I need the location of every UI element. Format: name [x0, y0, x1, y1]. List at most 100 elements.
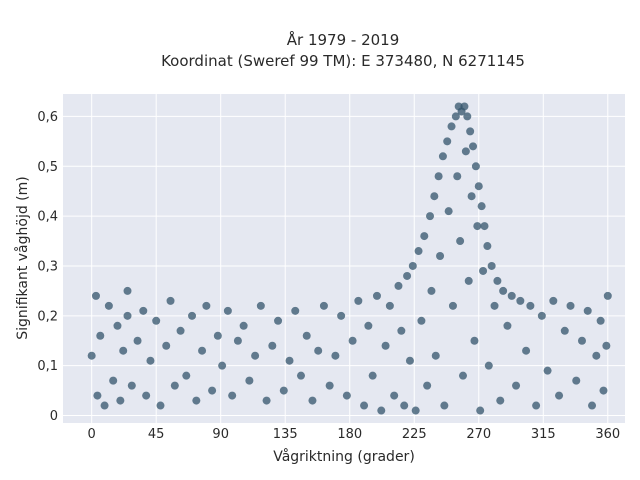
data-point [426, 212, 435, 221]
grid-lines [63, 94, 625, 423]
data-point [166, 296, 175, 305]
data-point [566, 301, 575, 310]
data-point [96, 331, 105, 340]
x-tick-label: 45 [148, 427, 165, 442]
x-tick-label: 270 [466, 427, 491, 442]
data-point [390, 391, 399, 400]
data-point [133, 336, 142, 345]
data-point [170, 381, 179, 390]
data-point [385, 301, 394, 310]
data-point [555, 391, 564, 400]
data-point [471, 162, 480, 171]
data-point [397, 326, 406, 335]
data-point [308, 396, 317, 405]
data-point [448, 301, 457, 310]
data-point [420, 232, 429, 241]
data-point [192, 396, 201, 405]
x-tick-label: 180 [337, 427, 362, 442]
data-point [262, 396, 271, 405]
data-point [473, 222, 482, 231]
data-point [342, 391, 351, 400]
x-tick-label: 90 [212, 427, 229, 442]
data-point [431, 351, 440, 360]
data-point [537, 311, 546, 320]
data-point [483, 242, 492, 251]
data-point [499, 286, 508, 295]
data-point [596, 316, 605, 325]
data-point [400, 401, 409, 410]
data-point [188, 311, 197, 320]
data-point [532, 401, 541, 410]
y-tick-label: 0,2 [37, 309, 58, 324]
data-point [331, 351, 340, 360]
data-point [423, 381, 432, 390]
data-point [208, 386, 217, 395]
data-point [405, 356, 414, 365]
data-point [218, 361, 227, 370]
data-point [109, 376, 118, 385]
data-point [245, 376, 254, 385]
data-point [453, 172, 462, 181]
data-point [493, 276, 502, 285]
data-point [156, 401, 165, 410]
data-point [480, 222, 489, 231]
data-point [213, 331, 222, 340]
data-point [119, 346, 128, 355]
data-point [414, 247, 423, 256]
data-point [360, 401, 369, 410]
data-point [572, 376, 581, 385]
data-point [364, 321, 373, 330]
data-point [583, 306, 592, 315]
data-point [123, 286, 132, 295]
data-point [372, 291, 381, 300]
data-point [152, 316, 161, 325]
data-point [503, 321, 512, 330]
data-point [285, 356, 294, 365]
data-point [87, 351, 96, 360]
data-point [451, 112, 460, 121]
data-point [354, 296, 363, 305]
y-tick-label: 0,1 [37, 359, 58, 374]
data-point [228, 391, 237, 400]
data-point [296, 371, 305, 380]
data-point [599, 386, 608, 395]
data-point [460, 102, 469, 111]
data-point [490, 301, 499, 310]
y-axis-ticks: 0 0,1 0,2 0,3 0,4 0,5 0,6 [37, 110, 58, 424]
data-point [381, 341, 390, 350]
data-point [142, 391, 151, 400]
y-tick-label: 0,4 [37, 210, 58, 225]
data-point [470, 336, 479, 345]
x-tick-label: 0 [88, 427, 96, 442]
data-point [434, 172, 443, 181]
data-point [123, 311, 132, 320]
data-point [302, 331, 311, 340]
data-point [430, 192, 439, 201]
data-point [279, 386, 288, 395]
data-point [484, 361, 493, 370]
data-point [602, 341, 611, 350]
data-point [456, 237, 465, 246]
data-point [427, 286, 436, 295]
data-point [314, 346, 323, 355]
data-point [476, 406, 485, 415]
data-point [162, 341, 171, 350]
data-point [474, 182, 483, 191]
x-axis-label: Vågriktning (grader) [273, 448, 415, 465]
data-point [93, 391, 102, 400]
data-point [577, 336, 586, 345]
x-tick-label: 360 [595, 427, 620, 442]
x-tick-label: 225 [402, 427, 427, 442]
data-point [100, 401, 109, 410]
data-point [467, 192, 476, 201]
data-point [461, 147, 470, 156]
data-point [417, 316, 426, 325]
plot-area [63, 94, 625, 423]
x-axis-ticks: 0 45 90 135 180 225 270 315 360 [88, 427, 621, 442]
data-point [522, 346, 531, 355]
data-point [348, 336, 357, 345]
data-point [560, 326, 569, 335]
data-point [239, 321, 248, 330]
data-point [291, 306, 300, 315]
